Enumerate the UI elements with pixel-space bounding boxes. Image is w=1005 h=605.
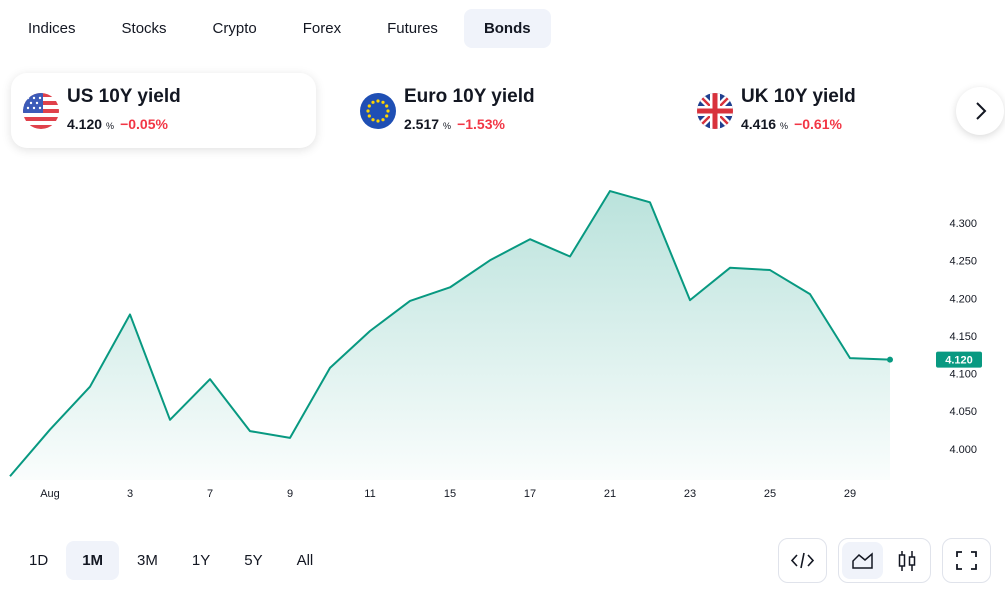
y-tick-label: 4.250 [949,256,977,268]
area-fill [10,191,890,481]
market-tab[interactable]: Bonds [463,9,551,48]
area-icon [852,552,873,569]
x-tick-label: 25 [764,488,776,500]
card-change: −1.53% [457,116,505,132]
card-value: 4.416 [741,116,777,132]
quote-card[interactable]: UK 10Y yield 4.416% −0.61% [685,73,990,148]
card-name: US 10Y yield [67,86,181,107]
candle-style-button[interactable] [887,542,928,579]
y-tick-label: 4.050 [949,406,977,418]
card-unit: % [106,121,115,131]
range-button[interactable]: 3M [137,552,158,569]
x-tick-label: 7 [207,488,213,500]
fullscreen-icon [956,551,977,570]
price-tag [936,351,982,368]
embed-button[interactable] [778,538,827,583]
x-tick-label: 29 [844,488,856,500]
x-tick-label: 15 [444,488,456,500]
market-tab[interactable]: Forex [302,20,342,37]
candle-icon [898,551,916,571]
range-button[interactable]: 1M [66,541,120,580]
us-flag [23,93,59,129]
card-name: UK 10Y yield [741,86,856,107]
area-style-button[interactable] [842,542,883,579]
x-tick-label: Aug [40,488,60,500]
card-unit: % [780,121,789,131]
market-tabs: Indices Stocks Crypto Forex Futures Bonds [8,9,551,48]
market-tab[interactable]: Crypto [212,20,257,37]
y-tick-label: 4.100 [949,369,977,381]
chart-style-group [838,538,931,583]
card-name: Euro 10Y yield [404,86,535,107]
range-button[interactable]: 1Y [191,552,211,569]
x-tick-label: 9 [287,488,293,500]
next-button[interactable] [956,87,1004,135]
x-tick-label: 17 [524,488,536,500]
x-tick-label: 23 [684,488,696,500]
quote-card[interactable]: Euro 10Y yield 2.517% −1.53% [348,73,653,148]
market-tab[interactable]: Indices [28,20,76,37]
card-unit: % [443,121,452,131]
y-tick-label: 4.150 [949,331,977,343]
card-value: 2.517 [404,116,440,132]
range-button[interactable]: 1D [29,552,49,569]
price-line [9,190,891,477]
uk-flag [697,93,733,129]
x-tick-label: 3 [127,488,133,500]
range-button[interactable]: All [296,552,314,569]
quote-card[interactable]: US 10Y yield 4.120% −0.05% [11,73,316,148]
y-tick-label: 4.300 [949,218,977,230]
chevron-icon [976,102,987,120]
range-selector: 1D 1M 3M 1Y 5Y All [13,541,329,580]
card-change: −0.61% [794,116,842,132]
fullscreen-button[interactable] [942,538,991,583]
x-tick-label: 11 [364,488,375,500]
x-tick-label: 21 [604,488,616,500]
range-button[interactable]: 5Y [244,552,263,569]
price-tag-label: 4.120 [945,355,973,367]
y-tick-label: 4.000 [949,444,977,456]
card-change: −0.05% [120,116,168,132]
last-point [887,356,893,363]
card-value: 4.120 [67,116,103,132]
eu-flag [360,93,396,129]
market-tab[interactable]: Stocks [121,20,167,37]
code-icon [790,552,815,569]
y-tick-label: 4.200 [949,293,977,305]
market-tab[interactable]: Futures [387,20,438,37]
